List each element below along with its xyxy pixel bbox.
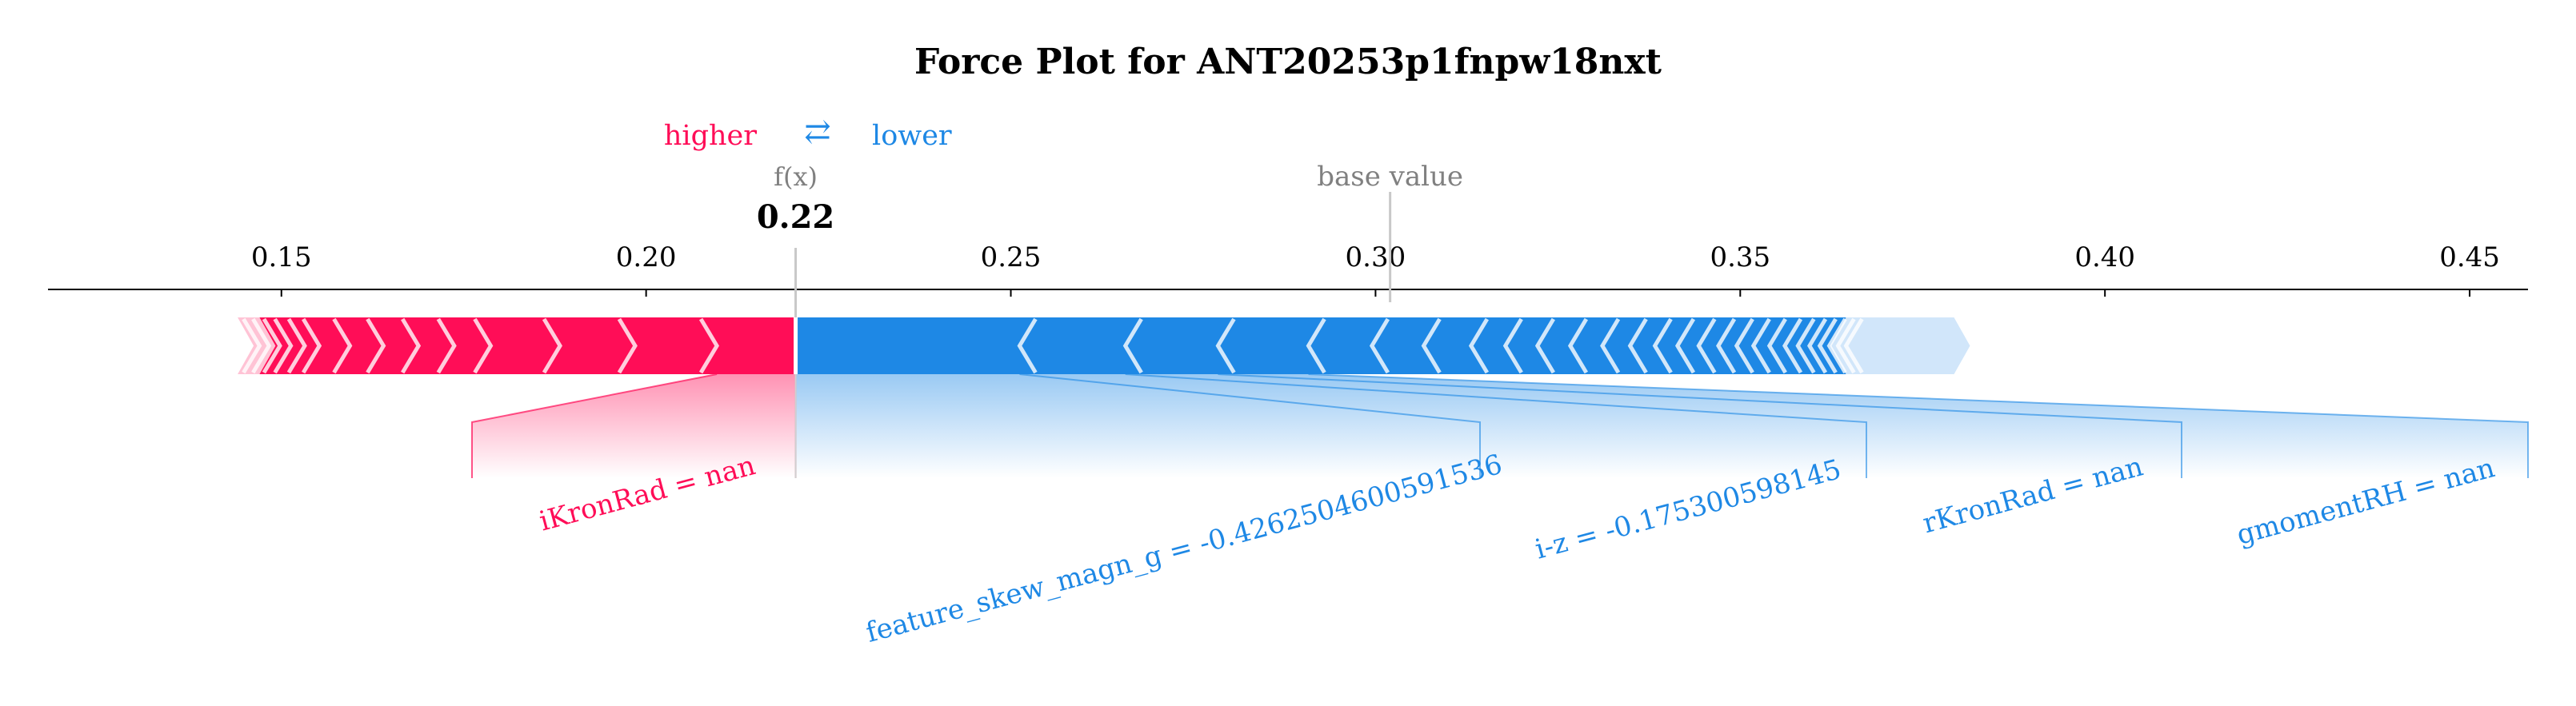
positive-chevron [401, 317, 422, 374]
positive-chevron [251, 317, 272, 374]
negative-chevron [1502, 317, 1523, 374]
positive-chevron [273, 317, 294, 374]
positive-chevron [436, 317, 457, 374]
negative-chevron [1795, 317, 1816, 374]
negative-chevron [1369, 317, 1390, 374]
axis-tick-label: 0.35 [1710, 241, 1770, 273]
negative-feature-link [1125, 373, 1867, 478]
positive-chevron [698, 317, 719, 374]
positive-bar [259, 317, 796, 374]
negative-chevron [1826, 317, 1847, 374]
positive-chevron [242, 317, 262, 374]
feature-labels: iKronRad = nan feature_skew_magn_g = -0.4… [536, 449, 2498, 649]
axis-tick-label: 0.40 [2074, 241, 2135, 273]
negative-chevron [1766, 317, 1787, 374]
axis-tick-label: 0.30 [1346, 241, 1406, 273]
feature-link-lines [471, 373, 2529, 478]
positive-chevron [473, 317, 494, 374]
negative-feature-fill [795, 374, 2528, 478]
x-axis: 0.15 0.20 0.25 0.30 0.35 0.40 0.45 [48, 241, 2528, 297]
negative-chevron [1817, 317, 1838, 374]
positive-chevron [262, 317, 282, 374]
negative-chevron [1215, 317, 1236, 374]
negative-chevron [1696, 317, 1717, 374]
negative-chevron [1122, 317, 1143, 374]
axis-tick-label: 0.15 [251, 241, 312, 273]
negative-chevron [1807, 317, 1828, 374]
negative-chevron [1567, 317, 1588, 374]
negative-chevron [1421, 317, 1442, 374]
output-label: f(x) [774, 162, 818, 192]
feature-link-fills [472, 374, 2528, 478]
negative-chevron [1600, 317, 1621, 374]
chart-title: Force Plot for ANT20253p1fnpw18nxt [914, 42, 1662, 82]
axis-tick-label: 0.45 [2439, 241, 2500, 273]
negative-bar [795, 317, 1846, 374]
negative-chevron [1652, 317, 1673, 374]
negative-chevron [1750, 317, 1771, 374]
value-markers: f(x) 0.22 base value [757, 161, 1463, 317]
negative-chevron [1835, 317, 1856, 374]
negative-chevron [1674, 317, 1696, 374]
legend-lower: lower [872, 120, 952, 152]
positive-chevron [302, 317, 322, 374]
positive-chevron [366, 317, 386, 374]
negative-chevron [1017, 317, 1038, 374]
force-bars [238, 317, 1970, 374]
axis-tick-label: 0.25 [981, 241, 1042, 273]
positive-chevron [542, 317, 562, 374]
negative-chevron [1782, 317, 1803, 374]
positive-feature-fill [472, 374, 796, 478]
negative-chevron [1734, 317, 1754, 374]
negative-chevron [1716, 317, 1737, 374]
negative-chevron [1534, 317, 1555, 374]
axis-tick-label: 0.20 [616, 241, 677, 273]
negative-chevron [1843, 317, 1864, 374]
negative-feature-link [1019, 373, 1481, 478]
positive-chevron [332, 317, 353, 374]
negative-feature-link [1218, 373, 2182, 478]
negative-chevron [1627, 317, 1648, 374]
legend-arrows-icon: ⇄ [804, 114, 831, 150]
positive-chevron [286, 317, 307, 374]
base-value-label: base value [1317, 161, 1463, 193]
negative-chevron [1306, 317, 1326, 374]
positive-chevron [617, 317, 638, 374]
legend-higher: higher [664, 120, 757, 152]
negative-chevron [1468, 317, 1489, 374]
positive-feature-link [471, 373, 718, 478]
negative-feature-label: feature_skew_magn_g = -0.426250460059153… [862, 449, 1506, 649]
output-value: 0.22 [757, 198, 834, 236]
legend: higher ⇄ lower [664, 114, 952, 152]
negative-feature-link [1308, 373, 2529, 478]
